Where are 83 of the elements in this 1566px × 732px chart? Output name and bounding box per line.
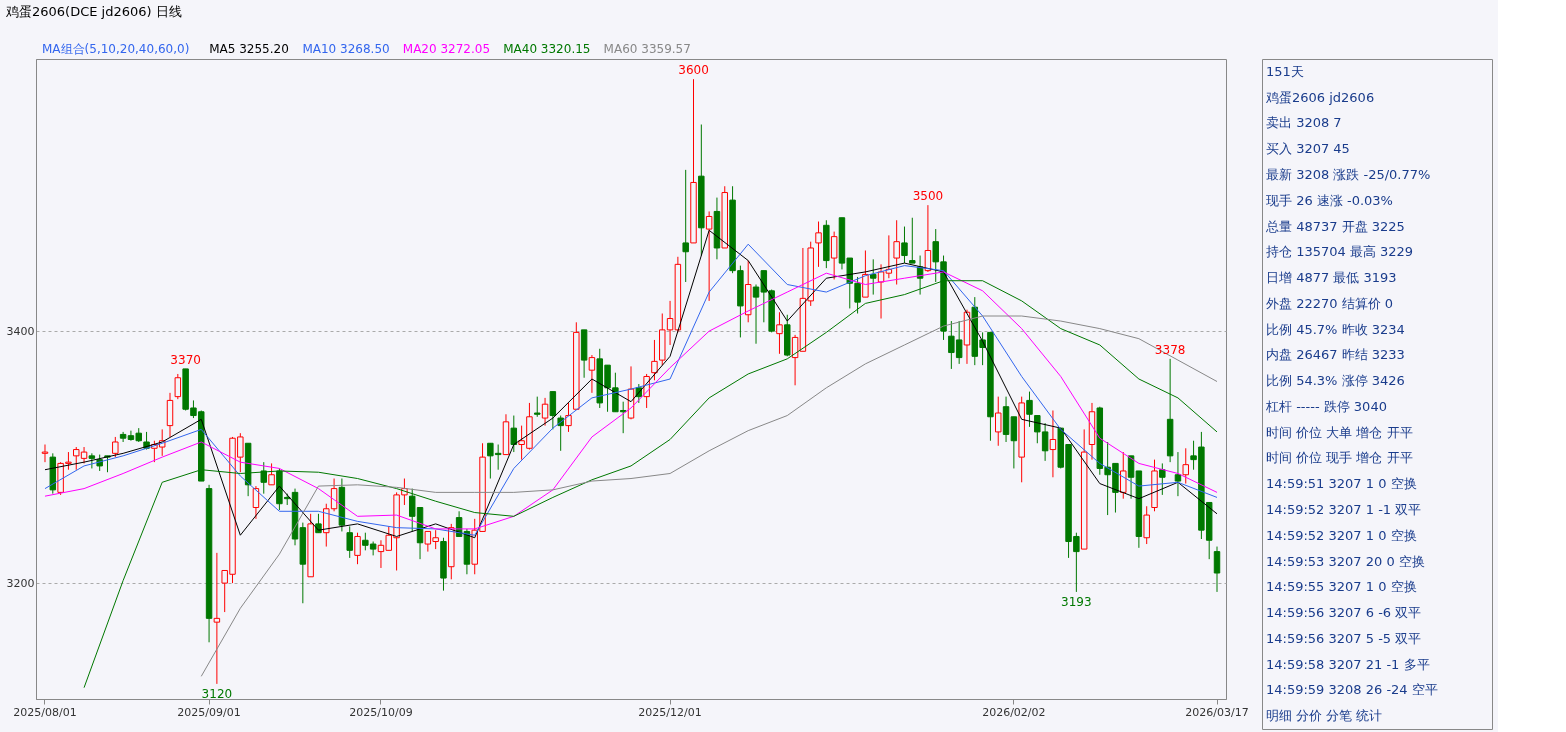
legend-title: MA组合(5,10,20,40,60,0) [42,42,190,56]
text: 14:59:55 3207 1 0 空换 [1266,579,1417,595]
text: 现手 26 速涨 -0.03% [1266,192,1393,208]
candlestick [830,231,838,280]
annotation: 3120 [201,686,233,701]
candlestick [260,461,267,495]
text: 明细 分价 分笔 统计 [1266,708,1383,724]
text: MA10 3268.50 [302,42,390,56]
text: 时间 价位 现手 增仓 开平 [1266,450,1413,466]
text: 14:59:56 3207 5 -5 双平 [1266,630,1422,646]
text: 14:59:59 3208 26 -24 空平 [1266,682,1438,698]
candlestick [1143,505,1150,545]
text: 鸡蛋2606 jd2606 [1265,89,1375,105]
candlestick [705,210,713,302]
text: 14:59:56 3207 6 -6 双平 [1266,605,1422,621]
candlestick [1026,391,1033,428]
text: 14:59:53 3207 20 0 空换 [1266,553,1425,569]
candlestick [268,462,275,486]
candlestick [815,221,822,268]
candlestick [776,311,783,355]
text: 比例 54.3% 涨停 3426 [1266,373,1405,389]
line-series [200,315,1218,677]
text: 时间 价位 大单 增仓 开平 [1266,424,1413,440]
text: 14:59:52 3207 1 0 空换 [1266,527,1417,543]
text: 14:59:51 3207 1 0 空换 [1266,476,1417,492]
text: 外盘 22270 结算价 0 [1266,295,1394,311]
candlestick [541,397,549,427]
candlestick [1182,447,1189,485]
candlestick [869,258,877,296]
candlestick [1174,451,1182,497]
x-tick-label: 2026/02/02 [982,705,1046,719]
x-tick-label: 2026/03/17 [1185,705,1249,719]
candlestick [534,396,541,418]
candlestick [112,436,119,458]
text: 日增 4877 最低 3193 [1266,270,1397,286]
candlestick [862,250,869,298]
annotation: 3370 [170,352,201,367]
chart-title: 鸡蛋2606(DCE jd2606) 日线 [5,4,182,19]
candlestick [88,452,96,469]
candlestick [565,402,572,433]
candlestick [41,444,49,463]
candlestick [510,415,518,453]
candlestick [354,532,361,565]
text: 最新 3208 涨跌 -25/0.77% [1266,166,1431,182]
candlestick [213,552,221,685]
candlestick [1159,462,1166,496]
candlestick [549,391,557,430]
candlestick [893,219,900,286]
text: 总量 48737 开盘 3225 [1265,218,1405,234]
x-tick-label: 2025/10/09 [349,705,413,719]
text: MA5 3255.20 [209,42,289,56]
candlestick [346,525,353,559]
candlestick [1120,451,1127,500]
candlestick [651,339,658,381]
candlestick [174,373,182,400]
text: 14:59:52 3207 1 -1 双平 [1266,501,1422,517]
text: MA40 3320.15 [503,42,591,56]
annotation: 3378 [1154,342,1186,357]
candlestick [1049,410,1057,478]
y-tick-label: 3200 [6,576,35,590]
text: 内盘 26467 昨结 3233 [1266,347,1405,363]
y-tick-label: 3400 [6,324,35,338]
text: 杠杆 ----- 跌停 3040 [1265,398,1387,414]
text: MA20 3272.05 [402,42,491,56]
x-tick-label: 2025/12/01 [638,705,702,719]
candlestick [909,217,916,264]
annotation: 3193 [1061,594,1092,609]
text: 比例 45.7% 昨收 3234 [1266,321,1405,337]
text: 14:59:58 3207 21 -1 多平 [1266,656,1430,672]
candlestick [1213,546,1221,593]
annotation: 3600 [678,63,709,78]
annotation: 3500 [912,189,944,204]
candlestick [588,354,596,394]
x-tick-label: 2025/08/01 [13,705,77,719]
text: 持仓 135704 最高 3229 [1266,244,1414,260]
text: 卖出 3208 7 [1266,115,1342,131]
candlestick [901,226,908,264]
text: 151天 [1266,63,1304,79]
text: MA60 3359.57 [603,42,691,56]
candlestick [995,396,1002,447]
x-tick-label: 2025/09/01 [177,705,241,719]
text: 买入 3207 45 [1266,141,1350,157]
candlestick [682,169,689,283]
